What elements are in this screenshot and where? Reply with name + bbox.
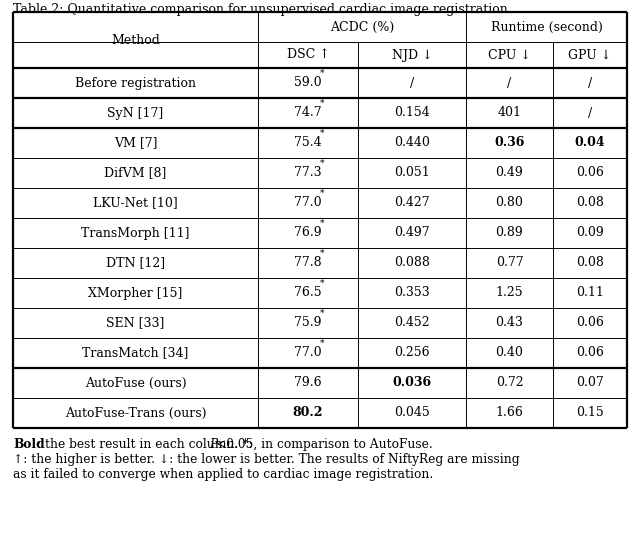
Text: 77.8: 77.8 bbox=[294, 256, 322, 270]
Text: DSC ↑: DSC ↑ bbox=[287, 48, 330, 62]
Text: 75.9: 75.9 bbox=[294, 316, 322, 330]
Text: 76.9: 76.9 bbox=[294, 226, 322, 240]
Text: 0.06: 0.06 bbox=[576, 166, 604, 179]
Text: AutoFuse (ours): AutoFuse (ours) bbox=[84, 376, 186, 390]
Text: XMorpher [15]: XMorpher [15] bbox=[88, 286, 182, 300]
Text: 0.43: 0.43 bbox=[495, 316, 524, 330]
Text: 0.77: 0.77 bbox=[496, 256, 524, 270]
Text: 0.08: 0.08 bbox=[576, 256, 604, 270]
Text: /: / bbox=[508, 77, 511, 89]
Text: DifVM [8]: DifVM [8] bbox=[104, 166, 166, 179]
Text: ACDC (%): ACDC (%) bbox=[330, 21, 394, 33]
Text: 0.06: 0.06 bbox=[576, 346, 604, 360]
Text: 79.6: 79.6 bbox=[294, 376, 322, 390]
Text: Bold: Bold bbox=[13, 438, 45, 451]
Text: CPU ↓: CPU ↓ bbox=[488, 48, 531, 62]
Text: SEN [33]: SEN [33] bbox=[106, 316, 164, 330]
Text: 0.80: 0.80 bbox=[495, 196, 524, 209]
Text: 75.4: 75.4 bbox=[294, 137, 322, 149]
Text: <0.05, in comparison to AutoFuse.: <0.05, in comparison to AutoFuse. bbox=[216, 438, 433, 451]
Text: as it failed to converge when applied to cardiac image registration.: as it failed to converge when applied to… bbox=[13, 468, 433, 481]
Text: 0.154: 0.154 bbox=[394, 107, 430, 119]
Text: 0.088: 0.088 bbox=[394, 256, 430, 270]
Text: : the best result in each column. *:: : the best result in each column. *: bbox=[37, 438, 257, 451]
Text: 80.2: 80.2 bbox=[292, 406, 323, 420]
Text: 0.497: 0.497 bbox=[394, 226, 430, 240]
Text: *: * bbox=[319, 69, 324, 78]
Text: 0.89: 0.89 bbox=[495, 226, 524, 240]
Text: *: * bbox=[319, 309, 324, 318]
Text: 1.66: 1.66 bbox=[495, 406, 524, 420]
Text: *: * bbox=[319, 99, 324, 108]
Text: Runtime (second): Runtime (second) bbox=[491, 21, 602, 33]
Text: *: * bbox=[319, 159, 324, 168]
Text: Before registration: Before registration bbox=[75, 77, 196, 89]
Text: *: * bbox=[319, 219, 324, 228]
Text: 76.5: 76.5 bbox=[294, 286, 322, 300]
Text: VM [7]: VM [7] bbox=[114, 137, 157, 149]
Text: 77.3: 77.3 bbox=[294, 166, 322, 179]
Text: 0.256: 0.256 bbox=[394, 346, 430, 360]
Text: /: / bbox=[410, 77, 414, 89]
Text: 0.11: 0.11 bbox=[576, 286, 604, 300]
Text: *: * bbox=[319, 129, 324, 138]
Text: *: * bbox=[319, 339, 324, 348]
Text: 0.06: 0.06 bbox=[576, 316, 604, 330]
Text: 0.440: 0.440 bbox=[394, 137, 430, 149]
Text: 0.15: 0.15 bbox=[576, 406, 604, 420]
Text: SyN [17]: SyN [17] bbox=[108, 107, 164, 119]
Text: TransMatch [34]: TransMatch [34] bbox=[83, 346, 189, 360]
Text: GPU ↓: GPU ↓ bbox=[568, 48, 612, 62]
Text: 0.40: 0.40 bbox=[495, 346, 524, 360]
Text: LKU-Net [10]: LKU-Net [10] bbox=[93, 196, 178, 209]
Text: 0.452: 0.452 bbox=[394, 316, 430, 330]
Text: AutoFuse-Trans (ours): AutoFuse-Trans (ours) bbox=[65, 406, 206, 420]
Text: 0.051: 0.051 bbox=[394, 166, 430, 179]
Text: 0.036: 0.036 bbox=[392, 376, 431, 390]
Text: 77.0: 77.0 bbox=[294, 196, 322, 209]
Text: 0.36: 0.36 bbox=[494, 137, 525, 149]
Text: 74.7: 74.7 bbox=[294, 107, 322, 119]
Text: P: P bbox=[209, 438, 217, 451]
Text: 77.0: 77.0 bbox=[294, 346, 322, 360]
Text: NJD ↓: NJD ↓ bbox=[392, 48, 432, 62]
Text: 59.0: 59.0 bbox=[294, 77, 322, 89]
Text: 0.49: 0.49 bbox=[495, 166, 524, 179]
Text: /: / bbox=[588, 77, 592, 89]
Text: Method: Method bbox=[111, 33, 160, 47]
Text: 0.72: 0.72 bbox=[496, 376, 524, 390]
Text: *: * bbox=[319, 279, 324, 288]
Text: TransMorph [11]: TransMorph [11] bbox=[81, 226, 189, 240]
Text: 0.353: 0.353 bbox=[394, 286, 430, 300]
Text: 0.08: 0.08 bbox=[576, 196, 604, 209]
Text: ↑: the higher is better. ↓: the lower is better. The results of NiftyReg are mis: ↑: the higher is better. ↓: the lower is… bbox=[13, 453, 520, 466]
Text: *: * bbox=[319, 189, 324, 198]
Text: DTN [12]: DTN [12] bbox=[106, 256, 165, 270]
Text: 1.25: 1.25 bbox=[496, 286, 524, 300]
Text: 401: 401 bbox=[497, 107, 522, 119]
Text: 0.07: 0.07 bbox=[576, 376, 604, 390]
Text: 0.09: 0.09 bbox=[576, 226, 604, 240]
Text: 0.045: 0.045 bbox=[394, 406, 430, 420]
Text: /: / bbox=[588, 107, 592, 119]
Text: 0.04: 0.04 bbox=[575, 137, 605, 149]
Text: Table 2: Quantitative comparison for unsupervised cardiac image registration.: Table 2: Quantitative comparison for uns… bbox=[13, 3, 511, 16]
Text: 0.427: 0.427 bbox=[394, 196, 430, 209]
Text: *: * bbox=[319, 249, 324, 258]
